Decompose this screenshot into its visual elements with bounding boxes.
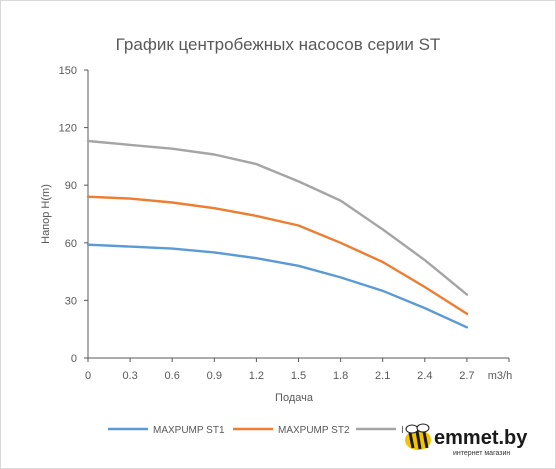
legend-label: MAXPUMP ST2 xyxy=(278,425,350,436)
x-tick-label: 0.6 xyxy=(165,370,180,382)
x-tick-label: 1.5 xyxy=(291,370,306,382)
watermark: emmet.by интернет магазин xyxy=(405,423,528,457)
axes: 0 30 60 90 120 150 0 0.3 0.6 0.9 1.2 1.5 1.8 2.1 2.4 2.… xyxy=(59,65,510,382)
x-tick-label: 1.8 xyxy=(333,370,348,382)
x-tick-label: 2.7 xyxy=(459,370,474,382)
watermark-subtitle: интернет магазин xyxy=(453,450,510,457)
series-group xyxy=(86,139,469,329)
x-tick-label: 2.4 xyxy=(417,370,432,382)
x-tick-label: 0.9 xyxy=(207,370,222,382)
chart-title: График центробежных насосов серии ST xyxy=(116,35,441,54)
legend-label: I xyxy=(401,425,404,436)
x-tick-label: 0 xyxy=(85,370,91,382)
x-axis-title: Подача xyxy=(275,392,314,404)
watermark-brand: emmet.by xyxy=(434,427,528,449)
legend: MAXPUMP ST1 MAXPUMP ST2 I xyxy=(108,425,404,436)
series-line-1 xyxy=(86,243,469,329)
y-tick-label: 0 xyxy=(71,353,77,365)
x-tick-label: 0.3 xyxy=(122,370,137,382)
x-unit-label: m3/h xyxy=(488,370,512,382)
y-tick-label: 150 xyxy=(59,65,77,77)
y-axis-title: Напор H(m) xyxy=(40,184,52,244)
series-line-2 xyxy=(86,195,469,315)
bee-icon xyxy=(405,423,431,450)
x-tick-label: 1.2 xyxy=(249,370,264,382)
y-tick-label: 30 xyxy=(65,295,77,307)
y-tick-label: 120 xyxy=(59,123,77,135)
y-tick-label: 60 xyxy=(65,238,77,250)
legend-label: MAXPUMP ST1 xyxy=(153,425,225,436)
series-line-3 xyxy=(86,139,469,296)
y-tick-label: 90 xyxy=(65,180,77,192)
x-tick-label: 2.1 xyxy=(375,370,390,382)
